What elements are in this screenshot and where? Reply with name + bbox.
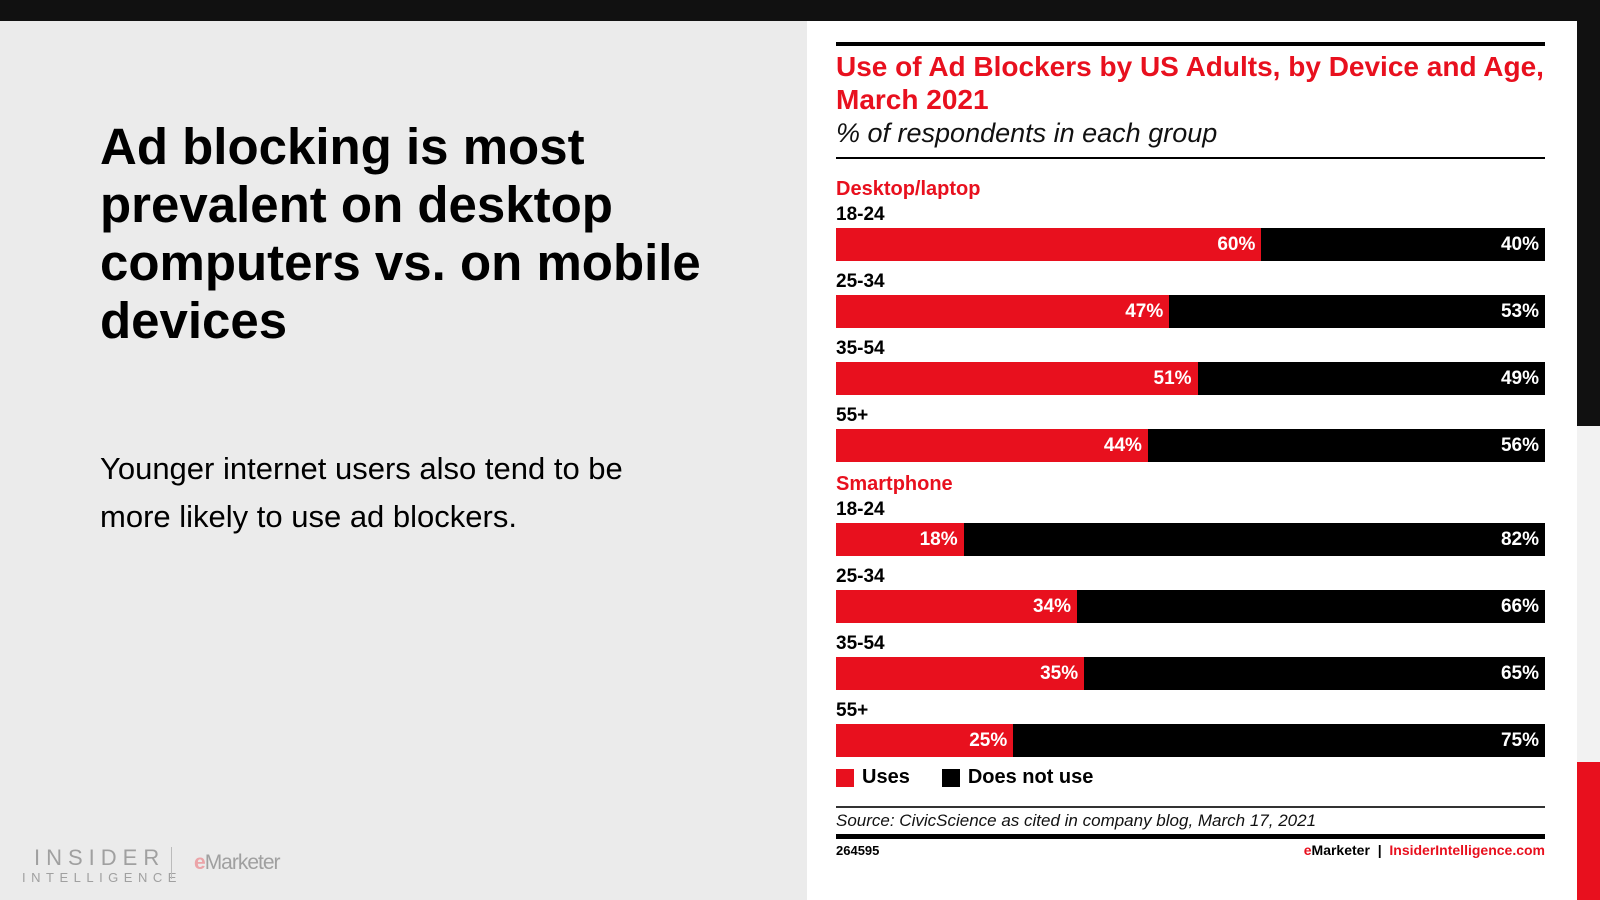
bar-row: 60% 40%: [836, 228, 1545, 261]
logo-insider: INSIDER: [34, 845, 166, 870]
legend-label-uses: Uses: [862, 766, 910, 788]
bar-row: 34% 66%: [836, 590, 1545, 623]
logo-intelligence: INTELLIGENCE: [22, 870, 182, 885]
bar-segment-does-not-use: 53%: [1169, 295, 1545, 328]
bar-row: 25% 75%: [836, 724, 1545, 757]
bar-segment-does-not-use: 49%: [1197, 362, 1545, 395]
category-label: 35-54: [836, 338, 885, 359]
bar-segment-does-not-use: 40%: [1261, 228, 1545, 261]
category-label: 55+: [836, 405, 869, 426]
group-label: Smartphone: [836, 473, 953, 495]
chart-subtitle: % of respondents in each group: [836, 118, 1218, 148]
chart-credit: eMarketer | InsiderIntelligence.com: [1303, 842, 1545, 858]
right-edge-dark: [1577, 0, 1600, 426]
footer-rule: [836, 834, 1545, 839]
slide-subtext: Younger internet users also tend to be m…: [100, 451, 623, 534]
bar-segment-uses: 60%: [836, 228, 1262, 261]
emarketer-logo: eMarketer: [194, 851, 281, 874]
category-label: 25-34: [836, 566, 885, 587]
group-label: Desktop/laptop: [836, 178, 981, 200]
bar-segment-does-not-use: 75%: [1013, 724, 1545, 757]
source-rule: [836, 806, 1545, 808]
chart-top-rule: [836, 42, 1545, 46]
bar-segment-uses: 51%: [836, 362, 1198, 395]
bar-row: 51% 49%: [836, 362, 1545, 395]
right-edge-red: [1577, 762, 1600, 900]
bar-segment-does-not-use: 66%: [1077, 590, 1545, 623]
chart-header-rule: [836, 157, 1545, 159]
bar-segment-does-not-use: 56%: [1147, 429, 1545, 462]
bar-segment-does-not-use: 65%: [1084, 657, 1545, 690]
logo-divider: [171, 847, 172, 879]
chart-source: Source: CivicScience as cited in company…: [836, 811, 1317, 830]
right-edge-light: [1577, 426, 1600, 762]
category-label: 18-24: [836, 204, 885, 225]
chart-id: 264595: [836, 843, 880, 858]
legend-swatch-does-not-use: [941, 768, 960, 787]
category-label: 25-34: [836, 271, 885, 292]
bar-row: 44% 56%: [836, 429, 1545, 462]
bar-row: 35% 65%: [836, 657, 1545, 690]
bar-segment-uses: 34%: [836, 590, 1078, 623]
bar-segment-does-not-use: 82%: [963, 523, 1545, 556]
bar-row: 47% 53%: [836, 295, 1545, 328]
category-label: 18-24: [836, 499, 885, 520]
slide-headline: Ad blocking is most prevalent on desktop…: [100, 118, 701, 349]
bar-segment-uses: 25%: [836, 724, 1014, 757]
chart-title: Use of Ad Blockers by US Adults, by Devi…: [836, 51, 1544, 115]
category-label: 55+: [836, 700, 869, 721]
insider-intelligence-link[interactable]: InsiderIntelligence.com: [1389, 842, 1545, 858]
bar-segment-uses: 18%: [836, 523, 964, 556]
category-label: 35-54: [836, 633, 885, 654]
legend-label-does-not-use: Does not use: [967, 766, 1094, 788]
bar-segment-uses: 44%: [836, 429, 1148, 462]
bar-segment-uses: 35%: [836, 657, 1085, 690]
legend-swatch-uses: [836, 768, 854, 787]
bar-row: 18% 82%: [836, 523, 1545, 556]
chart-legend: Uses Does not use: [836, 766, 1093, 789]
top-bar: [0, 0, 1600, 21]
bar-segment-uses: 47%: [836, 295, 1170, 328]
